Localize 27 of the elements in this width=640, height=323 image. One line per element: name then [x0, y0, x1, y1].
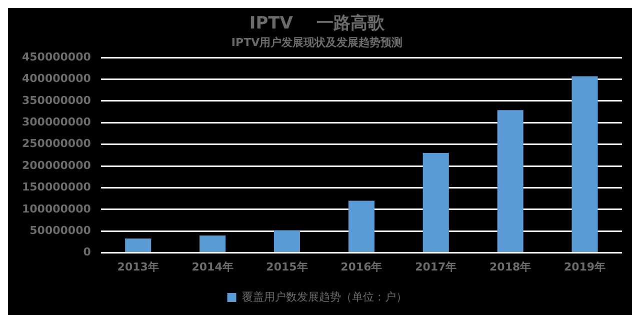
bar: [348, 200, 374, 252]
x-tick-label: 2014年: [192, 260, 234, 274]
y-tick-label: 50000000: [30, 224, 92, 237]
x-tick-label: 2013年: [117, 260, 159, 274]
y-tick-label: 150000000: [22, 180, 92, 194]
y-tick-label: 350000000: [22, 94, 92, 107]
bar: [572, 76, 598, 252]
bar: [422, 153, 449, 252]
y-tick-label: 400000000: [22, 72, 92, 86]
chart-title: IPTV 一路高歌: [249, 14, 386, 34]
bar: [497, 110, 524, 252]
x-tick-label: 2016年: [340, 260, 382, 274]
y-tick-label: 200000000: [22, 158, 92, 172]
x-tick-label: 2018年: [490, 260, 532, 274]
y-tick-label: 0: [83, 246, 92, 259]
bar: [274, 230, 300, 252]
bar: [125, 238, 152, 252]
y-tick-label: 450000000: [22, 50, 92, 64]
y-tick-label: 300000000: [22, 116, 92, 129]
chart-subtitle: IPTV用户发展现状及发展趋势预测: [231, 36, 403, 49]
y-tick-label: 250000000: [22, 137, 92, 150]
bar: [200, 235, 226, 252]
x-tick-label: 2019年: [564, 260, 606, 274]
y-tick-label: 100000000: [22, 202, 92, 216]
x-tick-label: 2015年: [266, 260, 308, 274]
x-tick-label: 2017年: [415, 260, 457, 274]
legend-label: 覆盖用户数发展趋势（单位：户）: [242, 290, 407, 304]
